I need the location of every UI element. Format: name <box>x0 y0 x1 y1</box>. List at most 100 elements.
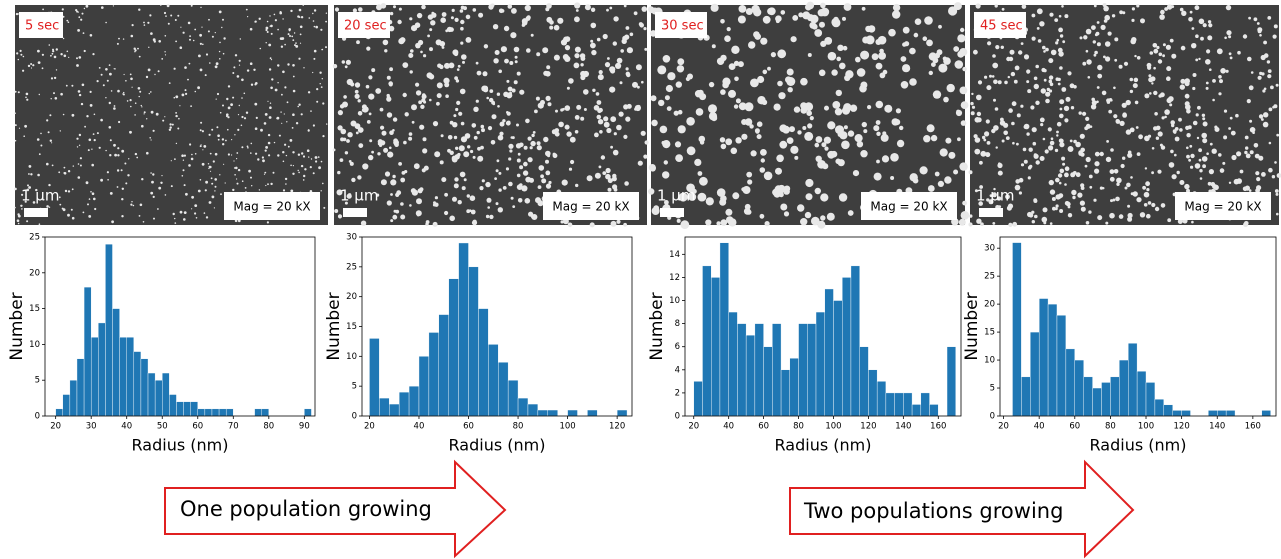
particle <box>1258 114 1264 119</box>
particle <box>510 32 517 39</box>
particle <box>856 141 864 148</box>
particle <box>51 164 54 167</box>
bar <box>169 394 177 417</box>
y-axis-label: Number <box>647 292 667 360</box>
particle <box>234 219 238 223</box>
particle <box>37 49 40 53</box>
bar <box>140 358 149 417</box>
particle <box>1079 200 1085 206</box>
particle <box>545 95 551 101</box>
particle <box>222 143 225 146</box>
particle <box>267 100 269 102</box>
particle <box>1037 39 1042 43</box>
particle <box>312 124 315 127</box>
particle <box>292 75 295 78</box>
particle <box>1087 76 1091 79</box>
particle <box>820 2 826 9</box>
particle <box>459 9 464 13</box>
particle <box>516 71 521 76</box>
particle <box>182 31 185 34</box>
scale-bar <box>660 208 684 217</box>
particle <box>1085 49 1089 53</box>
particle <box>237 168 241 172</box>
particle <box>1043 78 1047 82</box>
particle <box>519 183 523 187</box>
particle <box>1179 7 1184 12</box>
particle <box>503 91 509 98</box>
particle <box>485 181 491 188</box>
bar <box>772 323 782 417</box>
bar <box>176 401 184 417</box>
particle <box>1079 36 1083 40</box>
particle <box>325 46 327 49</box>
particle <box>1202 164 1206 169</box>
particle <box>18 127 21 129</box>
particle <box>93 139 96 141</box>
particle <box>394 142 399 147</box>
particle <box>568 78 574 84</box>
particle <box>154 73 156 76</box>
particle <box>882 131 887 136</box>
particle <box>249 27 253 31</box>
particle <box>404 112 409 117</box>
particle <box>1045 91 1051 97</box>
particle <box>250 176 252 179</box>
particle <box>783 211 790 217</box>
particle <box>456 100 461 105</box>
particle <box>1201 156 1208 162</box>
particle <box>149 137 151 139</box>
particle <box>873 125 880 132</box>
particle <box>121 198 124 201</box>
particle <box>506 79 510 83</box>
particle <box>1077 192 1083 198</box>
particle <box>322 102 325 105</box>
particle <box>1045 47 1049 52</box>
particle <box>157 70 160 73</box>
particle <box>455 79 460 83</box>
particle <box>517 152 521 156</box>
particle <box>997 80 1002 85</box>
particle <box>1058 14 1062 18</box>
particle <box>467 145 471 149</box>
particle <box>1268 107 1273 112</box>
particle <box>138 215 141 217</box>
particle <box>483 85 489 91</box>
particle <box>651 119 658 127</box>
particle <box>867 25 876 33</box>
particle <box>332 63 338 69</box>
particle <box>546 16 553 23</box>
y-tick-label: 0 <box>352 412 357 422</box>
bar <box>218 408 227 417</box>
particle <box>355 131 359 135</box>
particle <box>1156 45 1160 50</box>
mag-label: Mag = 20 kX <box>233 200 310 214</box>
particle <box>122 93 124 95</box>
particle <box>60 53 63 56</box>
particle <box>944 176 952 184</box>
particle <box>1123 61 1129 66</box>
particle <box>1134 100 1139 105</box>
particle <box>633 11 638 16</box>
particle <box>516 158 521 163</box>
particle <box>1258 155 1264 161</box>
particle <box>191 153 193 156</box>
bar <box>418 356 430 417</box>
particle <box>295 45 299 48</box>
particle <box>190 105 193 107</box>
particle <box>183 154 186 157</box>
particle <box>1064 14 1069 19</box>
particle <box>87 149 90 152</box>
particle <box>93 197 96 201</box>
particle <box>513 46 520 53</box>
particle <box>505 167 510 171</box>
particle <box>909 78 917 86</box>
particle <box>458 145 465 152</box>
particle <box>287 63 290 66</box>
particle <box>180 26 182 28</box>
particle <box>1058 181 1062 185</box>
particle <box>483 44 489 49</box>
particle <box>1239 169 1244 174</box>
particle <box>1168 96 1174 102</box>
particle <box>24 124 27 128</box>
